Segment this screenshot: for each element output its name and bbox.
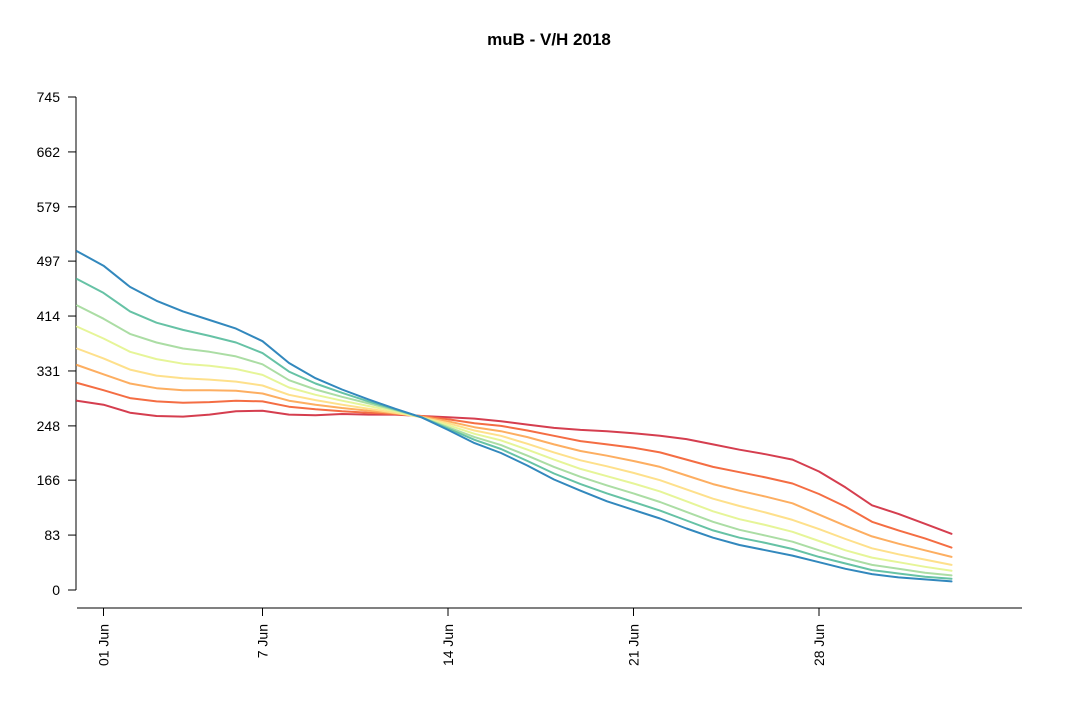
y-axis: 0 83 166 248 331 414 497 579 662 745: [37, 89, 77, 598]
y-tick-label: 331: [37, 363, 61, 379]
series-line-7: [76, 278, 953, 580]
series-line-3: [76, 364, 953, 558]
y-tick-label: 414: [37, 308, 61, 324]
y-tick-label: 83: [44, 527, 60, 543]
series-line-2: [76, 381, 953, 549]
x-tick-label: 21 Jun: [626, 624, 642, 666]
y-tick-label: 248: [37, 418, 61, 434]
plot-area: [76, 250, 953, 583]
series-line-6: [76, 304, 953, 577]
series-line-5: [76, 325, 953, 572]
x-tick-label: 28 Jun: [811, 624, 827, 666]
chart-title: muB - V/H 2018: [487, 30, 611, 49]
y-tick-label: 497: [37, 253, 61, 269]
y-tick-label: 745: [37, 89, 61, 105]
y-tick-label: 662: [37, 144, 61, 160]
y-tick-label: 0: [52, 582, 60, 598]
y-tick-label: 579: [37, 199, 61, 215]
series-line-8: [76, 250, 953, 583]
series-line-1: [76, 399, 953, 535]
x-tick-label: 14 Jun: [440, 624, 456, 666]
series-line-4: [76, 347, 953, 566]
y-tick-label: 166: [37, 472, 61, 488]
x-tick-label: 01 Jun: [96, 624, 112, 666]
x-axis: 01 Jun 7 Jun 14 Jun 21 Jun 28 Jun: [77, 607, 1022, 666]
x-tick-label: 7 Jun: [255, 624, 271, 658]
